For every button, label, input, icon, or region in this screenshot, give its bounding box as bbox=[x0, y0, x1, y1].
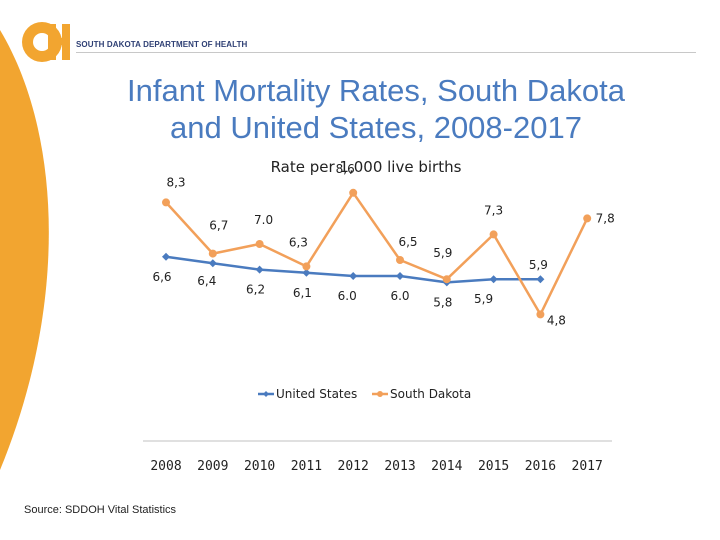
chart-subtitle: Rate per 1,000 live births bbox=[270, 158, 462, 176]
data-point-south-dakota bbox=[162, 198, 170, 207]
legend-marker bbox=[263, 391, 269, 397]
data-label: 5,9 bbox=[474, 292, 493, 306]
data-label: 4,8 bbox=[547, 313, 566, 327]
legend-label: South Dakota bbox=[390, 387, 471, 401]
header: SOUTH DAKOTA DEPARTMENT OF HEALTH bbox=[0, 0, 720, 70]
data-label: 8,3 bbox=[166, 175, 185, 189]
data-point-united-states bbox=[489, 275, 498, 284]
data-point-south-dakota bbox=[442, 275, 451, 284]
org-name: SOUTH DAKOTA DEPARTMENT OF HEALTH bbox=[76, 40, 248, 49]
data-label: 6.0 bbox=[338, 289, 357, 303]
data-label: 6,5 bbox=[398, 235, 417, 249]
data-point-south-dakota bbox=[349, 188, 358, 197]
x-tick-label: 2011 bbox=[291, 459, 322, 474]
data-point-south-dakota bbox=[302, 262, 311, 271]
data-label: 6,6 bbox=[152, 270, 171, 284]
data-label: 6,2 bbox=[246, 283, 265, 297]
page-title: Infant Mortality Rates, South Dakota and… bbox=[60, 72, 692, 146]
x-tick-label: 2009 bbox=[197, 459, 228, 474]
data-label: 6,4 bbox=[197, 274, 216, 288]
decorative-swoosh bbox=[0, 30, 49, 470]
data-label: 5,9 bbox=[529, 258, 548, 272]
x-tick-label: 2016 bbox=[525, 459, 556, 474]
data-point-south-dakota bbox=[208, 249, 217, 258]
data-label: 7.0 bbox=[254, 213, 273, 227]
data-point-united-states bbox=[162, 252, 170, 261]
legend-label: United States bbox=[276, 387, 357, 401]
data-label: 8,6 bbox=[336, 162, 355, 176]
data-point-united-states bbox=[255, 265, 264, 274]
x-tick-label: 2017 bbox=[572, 459, 603, 474]
data-point-united-states bbox=[349, 272, 358, 280]
x-tick-label: 2014 bbox=[431, 459, 462, 474]
x-tick-label: 2013 bbox=[384, 459, 415, 474]
data-point-united-states bbox=[396, 272, 404, 280]
data-label: 6,1 bbox=[293, 286, 312, 300]
legend-marker bbox=[377, 391, 383, 397]
data-label: 6.0 bbox=[390, 289, 409, 303]
title-line-1: Infant Mortality Rates, South Dakota bbox=[127, 73, 625, 108]
header-divider bbox=[76, 52, 696, 53]
data-point-south-dakota bbox=[396, 256, 404, 264]
data-label: 7,8 bbox=[596, 211, 615, 225]
data-point-south-dakota bbox=[583, 214, 592, 223]
sd-health-logo-icon bbox=[22, 22, 70, 62]
title-line-2: and United States, 2008-2017 bbox=[170, 110, 582, 145]
data-label: 6,7 bbox=[209, 219, 228, 233]
data-point-united-states bbox=[208, 259, 217, 268]
x-tick-label: 2012 bbox=[338, 459, 369, 474]
x-tick-label: 2015 bbox=[478, 459, 509, 474]
data-label: 5,8 bbox=[433, 295, 452, 309]
data-point-united-states bbox=[536, 275, 545, 284]
data-label: 7,3 bbox=[484, 203, 503, 217]
data-label: 6,3 bbox=[289, 235, 308, 249]
data-point-south-dakota bbox=[255, 240, 264, 248]
data-point-united-states bbox=[302, 268, 311, 277]
series-line-south-dakota bbox=[165, 191, 589, 316]
data-point-south-dakota bbox=[489, 230, 498, 239]
source-note: Source: SDDOH Vital Statistics bbox=[24, 504, 177, 516]
x-tick-label: 2008 bbox=[150, 459, 181, 474]
x-tick-label: 2010 bbox=[244, 459, 275, 474]
data-point-south-dakota bbox=[536, 310, 545, 319]
data-label: 5,9 bbox=[433, 246, 452, 260]
